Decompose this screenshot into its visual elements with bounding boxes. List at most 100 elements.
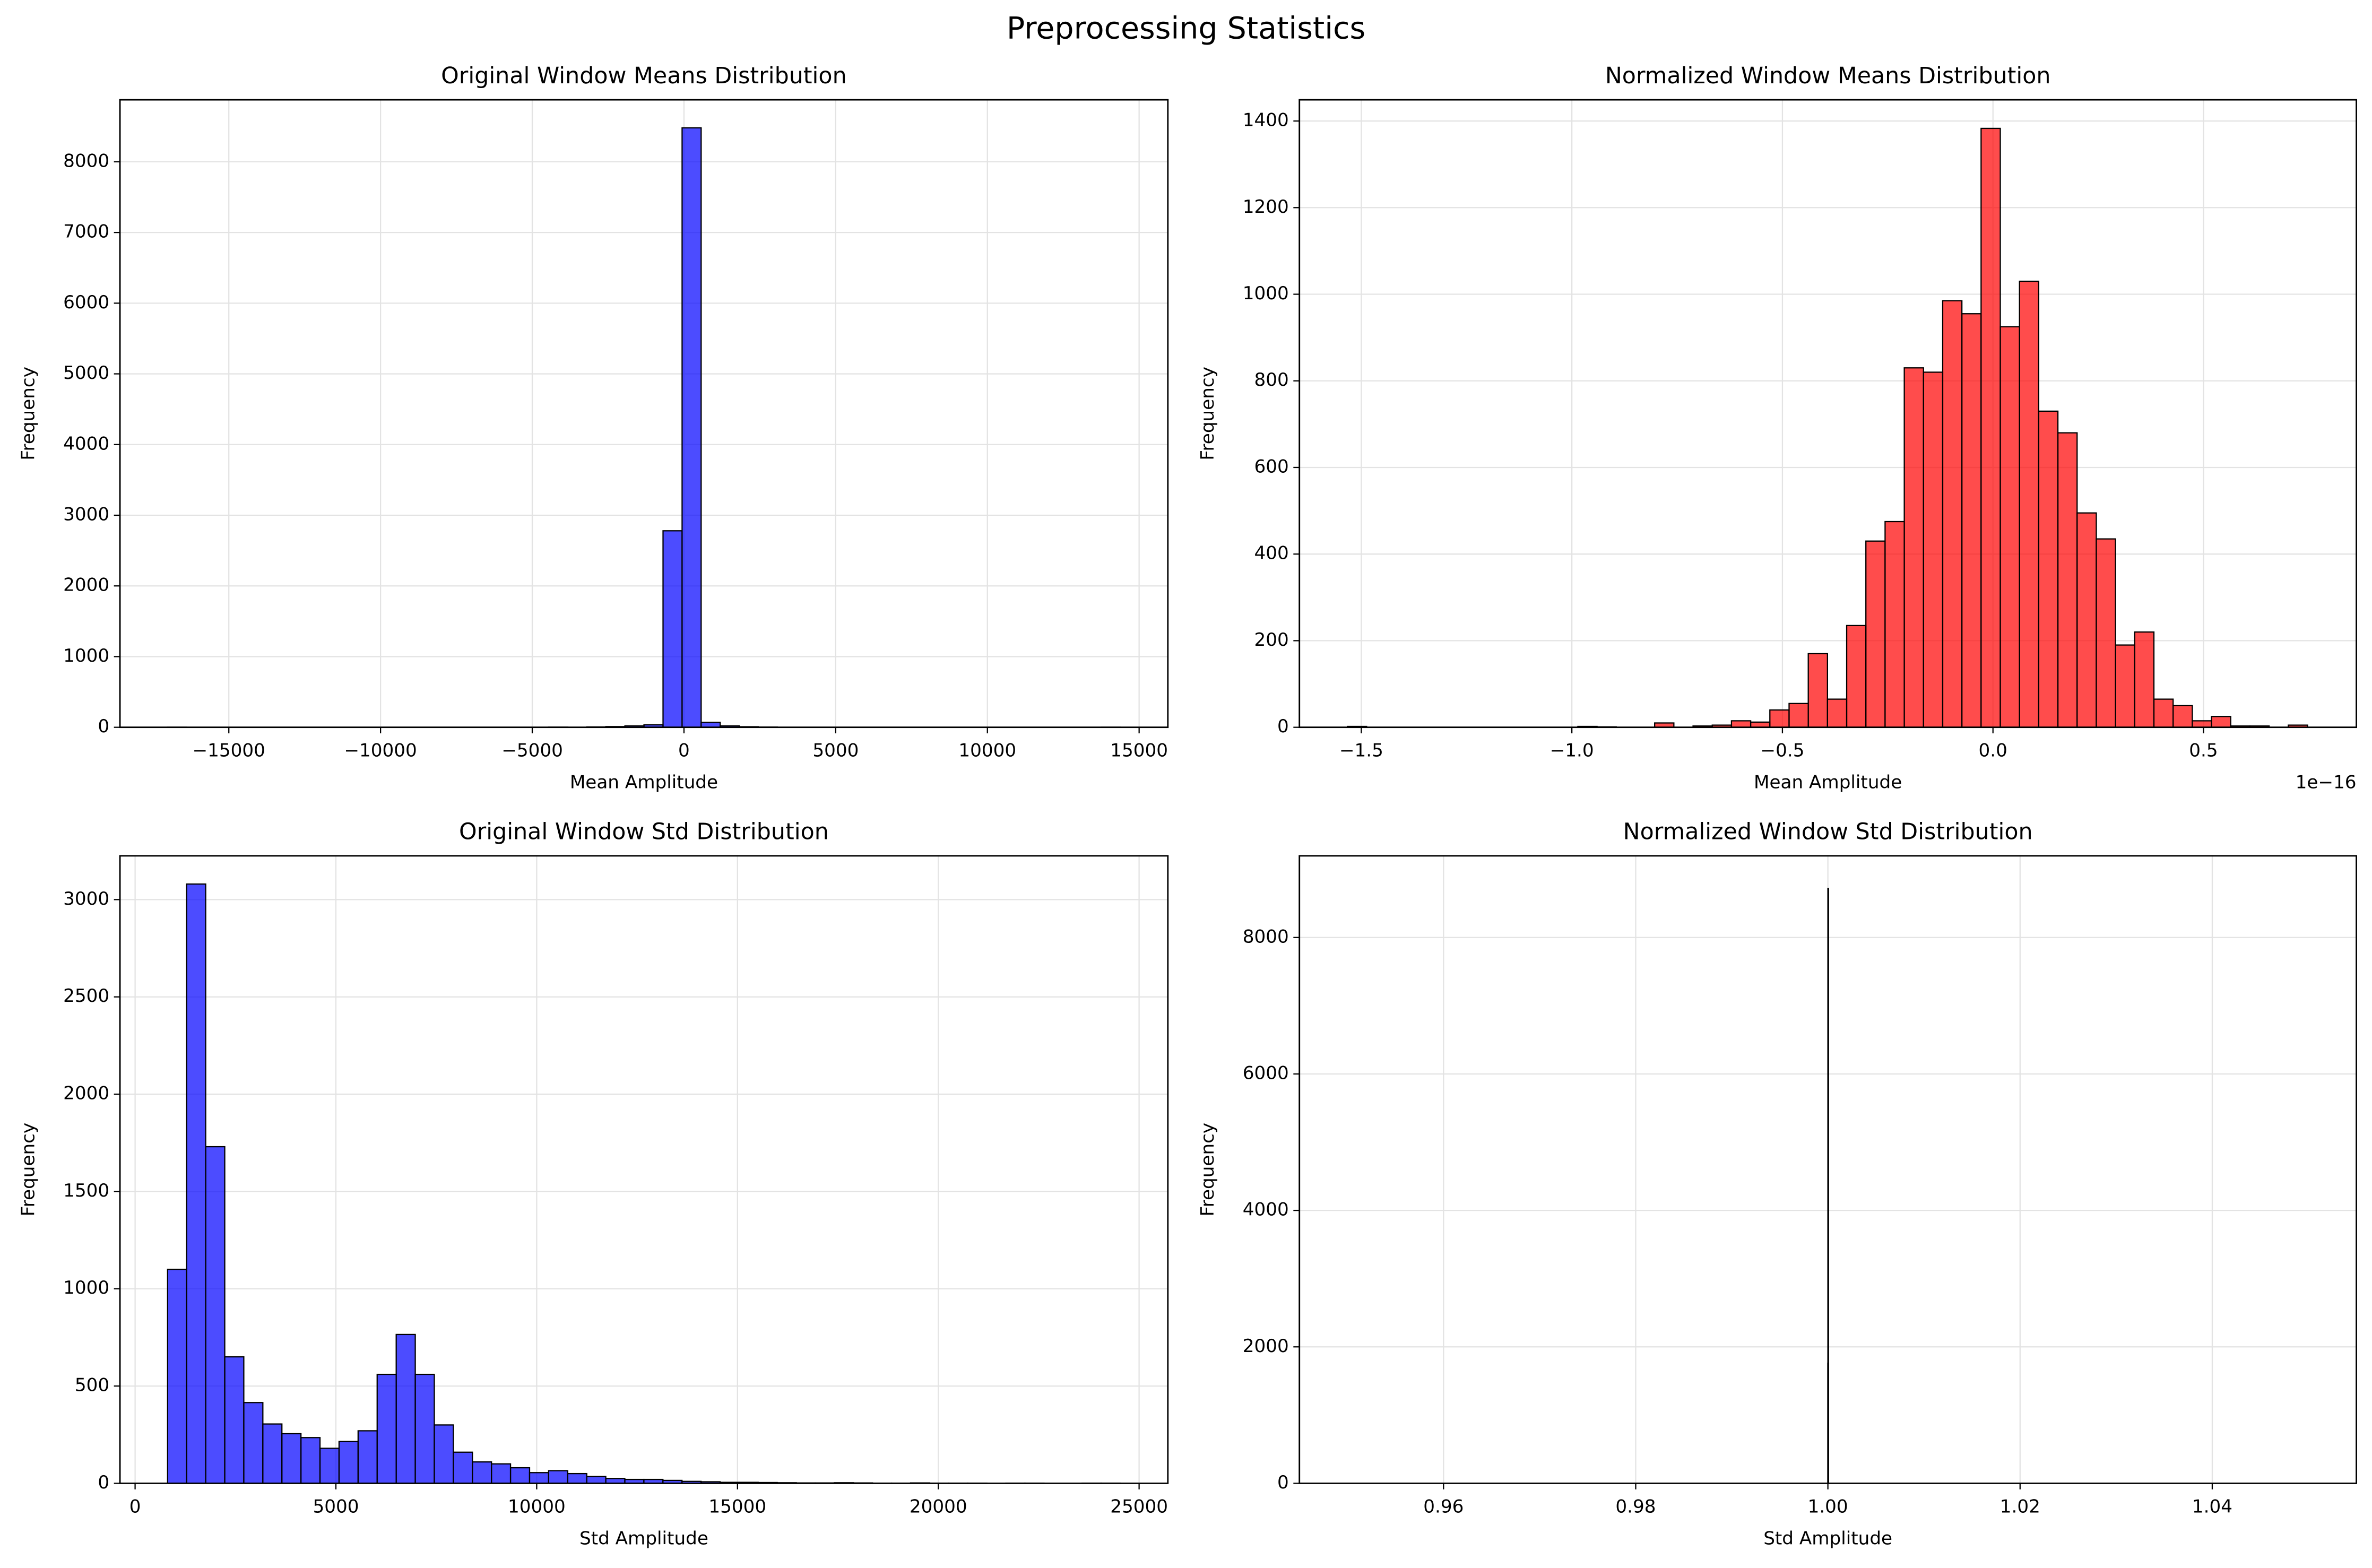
x-tick-label: −10000 [344, 740, 417, 761]
y-tick-label: 5000 [63, 362, 109, 384]
x-axis-label: Mean Amplitude [570, 772, 718, 793]
bar [1865, 540, 1886, 728]
y-tick-label: 4000 [63, 433, 109, 454]
bar [319, 1448, 340, 1484]
y-tick-label: 4000 [1243, 1199, 1289, 1220]
y-tick-label: 3000 [63, 888, 109, 909]
y-tick-label: 2000 [1243, 1336, 1289, 1357]
bar [2211, 716, 2231, 728]
x-tick-label: 15000 [708, 1496, 766, 1518]
x-tick-label: 10000 [508, 1496, 566, 1518]
bar [300, 1437, 321, 1484]
y-tick-label: 0 [98, 716, 109, 737]
axes-frame [119, 99, 1169, 729]
y-tick-label: 600 [1254, 456, 1289, 477]
bar [357, 1430, 378, 1484]
bar [681, 127, 702, 728]
bar [338, 1441, 359, 1484]
x-tick-label: 0.98 [1615, 1496, 1656, 1518]
bar [472, 1461, 492, 1484]
bar [2038, 410, 2059, 728]
x-tick-label: 15000 [1110, 740, 1168, 761]
y-tick-label: 8000 [63, 150, 109, 171]
y-tick-label: 0 [1277, 1472, 1289, 1493]
bar [1980, 127, 2001, 728]
bar [2172, 705, 2193, 728]
subplot-title: Normalized Window Std Distribution [1623, 819, 2033, 845]
bar [281, 1433, 302, 1484]
bar [2192, 720, 2212, 728]
x-tick-label: 0 [678, 740, 690, 761]
bar [186, 883, 206, 1484]
x-tick-label: 5000 [313, 1496, 359, 1518]
x-tick-label: 0.0 [1979, 740, 2007, 761]
bar [434, 1424, 454, 1484]
bar [586, 1476, 607, 1484]
bar [414, 1373, 435, 1484]
bar [1903, 367, 1924, 728]
bar [2096, 538, 2116, 728]
x-tick-label: 0 [129, 1496, 141, 1518]
bar [224, 1356, 245, 1484]
bar [1769, 709, 1790, 728]
bar [262, 1423, 283, 1484]
x-tick-label: 1.00 [1808, 1496, 1848, 1518]
x-tick-label: −5000 [501, 740, 563, 761]
y-tick-label: 800 [1254, 369, 1289, 391]
x-offset-label: 1e−16 [2296, 772, 2357, 793]
bar [567, 1472, 587, 1484]
bar [1923, 371, 1944, 728]
bar [395, 1333, 416, 1484]
x-tick-label: 0.96 [1423, 1496, 1464, 1518]
bar [2153, 698, 2174, 728]
y-tick-label: 7000 [63, 221, 109, 242]
y-tick-label: 2000 [63, 1083, 109, 1104]
x-tick-label: −15000 [193, 740, 265, 761]
subplot-title: Original Window Means Distribution [441, 63, 846, 89]
y-tick-label: 8000 [1243, 926, 1289, 947]
y-tick-label: 1500 [63, 1180, 109, 1201]
x-tick-label: 1.04 [2192, 1496, 2232, 1518]
bar [2134, 631, 2155, 728]
y-tick-label: 2000 [63, 575, 109, 596]
bar [205, 1146, 226, 1484]
y-tick-label: 3000 [63, 504, 109, 525]
bar [1884, 521, 1905, 728]
figure-title: Preprocessing Statistics [1007, 11, 1365, 46]
y-tick-label: 2500 [63, 985, 109, 1007]
y-tick-label: 1000 [63, 1277, 109, 1298]
x-axis-label: Std Amplitude [1763, 1528, 1892, 1549]
subplot-title: Original Window Std Distribution [459, 819, 829, 845]
x-tick-label: 5000 [812, 740, 859, 761]
y-tick-label: 400 [1254, 543, 1289, 564]
bar [662, 530, 683, 728]
bar [529, 1472, 550, 1484]
subplot-title: Normalized Window Means Distribution [1605, 63, 2051, 89]
bar [1961, 313, 1982, 728]
x-tick-label: −1.5 [1339, 740, 1383, 761]
x-axis-label: Mean Amplitude [1754, 772, 1902, 793]
y-tick-label: 500 [75, 1375, 109, 1396]
bar [376, 1373, 397, 1484]
bar [548, 1470, 568, 1484]
bar [2057, 432, 2078, 728]
x-tick-label: 1.02 [2000, 1496, 2040, 1518]
x-tick-label: −1.0 [1550, 740, 1594, 761]
bar [1999, 326, 2020, 728]
x-axis-label: Std Amplitude [579, 1528, 708, 1549]
x-tick-label: 0.5 [2189, 740, 2218, 761]
axes-frame [1298, 855, 2357, 1484]
y-tick-label: 1200 [1243, 196, 1289, 218]
y-axis-label: Frequency [1197, 1123, 1218, 1217]
y-tick-label: 1400 [1243, 110, 1289, 131]
y-tick-label: 200 [1254, 629, 1289, 651]
y-tick-label: 1000 [1243, 283, 1289, 304]
x-tick-label: −0.5 [1760, 740, 1804, 761]
bar [1826, 698, 1848, 728]
x-tick-label: 25000 [1110, 1496, 1168, 1518]
y-tick-label: 6000 [1243, 1062, 1289, 1084]
bar [1807, 653, 1828, 728]
bar [491, 1463, 512, 1484]
bar [167, 1268, 187, 1484]
